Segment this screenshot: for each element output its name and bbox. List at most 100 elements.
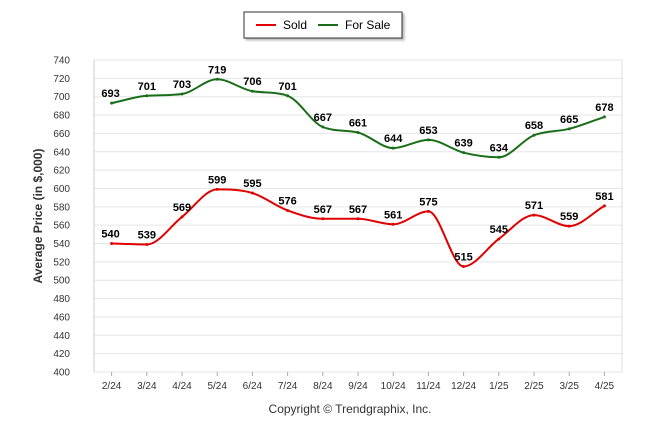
y-tick-label: 400	[53, 368, 70, 379]
data-point-sold	[426, 209, 430, 213]
data-point-sold	[110, 242, 114, 246]
y-tick-label: 540	[53, 239, 70, 250]
x-tick-label: 9/24	[348, 381, 368, 392]
x-tick-label: 5/24	[207, 381, 227, 392]
gridlines	[93, 59, 623, 373]
x-tick-label: 2/24	[102, 381, 122, 392]
x-tick-label: 10/24	[381, 381, 406, 392]
data-label-for-sale: 658	[525, 120, 543, 132]
data-point-for-sale	[110, 101, 114, 105]
y-tick-label: 600	[53, 184, 70, 195]
data-label-for-sale: 661	[349, 117, 367, 129]
data-label-sold: 576	[278, 195, 296, 207]
data-label-sold: 567	[349, 204, 367, 216]
data-point-for-sale	[391, 146, 395, 150]
data-point-sold	[286, 208, 290, 212]
x-tick-label: 4/24	[172, 381, 192, 392]
legend: Sold For Sale	[243, 11, 403, 39]
x-tick-label: 4/25	[595, 381, 615, 392]
data-point-for-sale	[356, 130, 360, 134]
data-label-for-sale: 719	[208, 64, 226, 76]
data-point-for-sale	[602, 115, 606, 119]
data-point-sold	[602, 204, 606, 208]
data-label-for-sale: 678	[595, 102, 613, 114]
data-label-sold: 559	[560, 211, 578, 223]
data-point-sold	[462, 264, 466, 268]
y-tick-label: 620	[53, 166, 70, 177]
data-point-sold	[532, 213, 536, 217]
x-tick-label: 6/24	[243, 381, 263, 392]
y-tick-label: 480	[53, 294, 70, 305]
data-label-for-sale: 701	[138, 81, 156, 93]
data-point-for-sale	[321, 125, 325, 129]
data-point-for-sale	[462, 151, 466, 155]
y-axis: 400 420 440 460 480 500 520 540 560 580 600 620 640 6…	[53, 56, 70, 379]
y-tick-label: 640	[53, 147, 70, 158]
y-tick-label: 700	[53, 92, 70, 103]
legend-label-for-sale: For Sale	[345, 18, 391, 32]
data-label-for-sale: 667	[314, 112, 332, 124]
y-tick-label: 500	[53, 276, 70, 287]
legend-label-sold: Sold	[283, 18, 307, 32]
data-label-sold: 575	[419, 196, 437, 208]
data-label-sold: 545	[490, 224, 508, 236]
data-label-sold: 571	[525, 200, 543, 212]
data-labels: 540 539 569 599 595 576 567 567 561 575 515 545 571 5…	[101, 64, 613, 263]
data-point-sold	[321, 217, 325, 221]
data-label-for-sale: 644	[384, 133, 403, 145]
y-tick-label: 560	[53, 221, 70, 232]
data-label-for-sale: 634	[490, 142, 509, 154]
data-point-sold	[391, 222, 395, 226]
y-tick-label: 740	[53, 56, 70, 67]
data-label-sold: 515	[454, 251, 472, 263]
data-point-sold	[497, 237, 501, 241]
x-tick-label: 11/24	[416, 381, 441, 392]
x-tick-label: 7/24	[278, 381, 298, 392]
data-point-sold	[215, 187, 219, 191]
y-tick-label: 520	[53, 257, 70, 268]
y-tick-label: 440	[53, 331, 70, 342]
data-point-for-sale	[532, 133, 536, 137]
copyright-text: Copyright © Trendgraphix, Inc.	[269, 402, 432, 416]
data-label-for-sale: 701	[278, 81, 296, 93]
y-axis-title: Average Price (in $,000)	[31, 149, 45, 284]
data-label-sold: 595	[243, 178, 261, 190]
data-point-sold	[250, 191, 254, 195]
data-label-for-sale: 693	[101, 88, 119, 100]
data-point-for-sale	[215, 77, 219, 81]
x-tick-label: 1/25	[489, 381, 509, 392]
data-point-sold	[567, 224, 571, 228]
y-tick-label: 680	[53, 111, 70, 122]
x-tick-label: 3/25	[559, 381, 579, 392]
y-tick-label: 420	[53, 349, 70, 360]
x-tick-label: 2/25	[524, 381, 544, 392]
data-label-sold: 567	[314, 204, 332, 216]
data-point-for-sale	[180, 92, 184, 96]
data-label-sold: 569	[173, 202, 191, 214]
data-point-for-sale	[567, 127, 571, 131]
data-point-for-sale	[497, 155, 501, 159]
data-label-sold: 540	[101, 229, 119, 241]
data-label-sold: 581	[595, 191, 613, 203]
data-label-for-sale: 653	[419, 125, 437, 137]
data-point-for-sale	[426, 138, 430, 142]
data-label-for-sale: 706	[243, 76, 261, 88]
data-label-for-sale: 639	[454, 138, 472, 150]
x-tick-label: 12/24	[451, 381, 476, 392]
x-tick-label: 3/24	[137, 381, 157, 392]
y-tick-label: 580	[53, 202, 70, 213]
y-tick-label: 460	[53, 312, 70, 323]
y-tick-label: 720	[53, 74, 70, 85]
data-label-sold: 539	[138, 229, 156, 241]
y-tick-label: 660	[53, 129, 70, 140]
data-label-sold: 561	[384, 209, 402, 221]
data-label-for-sale: 703	[173, 79, 191, 91]
data-point-sold	[356, 217, 360, 221]
x-tick-label: 8/24	[313, 381, 333, 392]
x-axis: 2/24 3/24 4/24 5/24 6/24 7/24 8/24 9/24 10/24 11/…	[102, 372, 615, 392]
data-label-sold: 599	[208, 174, 226, 186]
data-point-for-sale	[250, 89, 254, 93]
data-point-for-sale	[145, 94, 149, 98]
data-point-for-sale	[286, 94, 290, 98]
